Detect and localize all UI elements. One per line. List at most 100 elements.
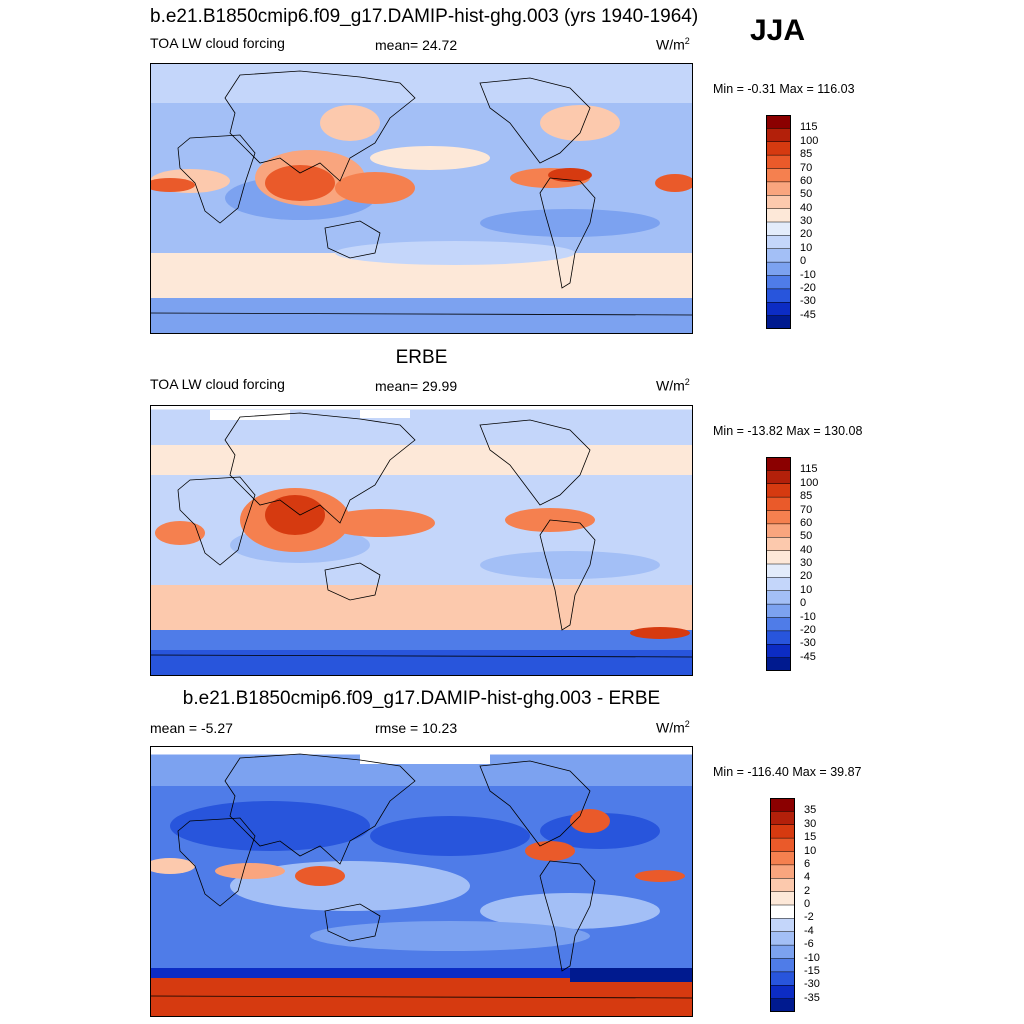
colorbar-tick-label: -10 <box>800 268 816 281</box>
colorbar-tick-label: 10 <box>800 583 813 596</box>
colorbar-swatch <box>766 644 791 658</box>
colorbar-swatch <box>766 248 791 263</box>
panel3-units: W/m2 <box>656 719 690 736</box>
colorbar-tick-label: 70 <box>800 503 813 516</box>
colorbar-tick-label: -10 <box>800 610 816 623</box>
colorbar-tick-label: 2 <box>804 884 811 897</box>
panel1-units: W/m2 <box>656 36 690 53</box>
colorbar-swatch <box>766 617 791 632</box>
colorbar-tick-label: 0 <box>800 255 807 268</box>
colorbar-tick-label: -20 <box>800 623 816 636</box>
colorbar-swatch <box>766 275 791 290</box>
colorbar-swatch <box>766 115 791 129</box>
panel2-minmax: Min = -13.82 Max = 130.08 <box>713 424 863 438</box>
colorbar-swatch <box>766 208 791 223</box>
colorbar-tick-label: 0 <box>804 898 811 910</box>
colorbar-tick-label: 20 <box>800 228 813 241</box>
colorbar-tick-label: 6 <box>804 857 811 870</box>
colorbar-tick-label: 4 <box>804 871 811 884</box>
colorbar-swatch <box>766 302 791 316</box>
colorbar-tick-label: -30 <box>804 978 820 991</box>
colorbar-swatch <box>770 811 795 826</box>
colorbar-swatch <box>770 945 795 959</box>
panel1-minmax: Min = -0.31 Max = 116.03 <box>713 82 855 96</box>
colorbar-tick-label: 30 <box>800 557 813 569</box>
colorbar-swatch <box>766 590 791 605</box>
colorbar-swatch <box>770 864 795 879</box>
colorbar-swatch <box>770 878 795 892</box>
colorbar-swatch <box>770 971 795 986</box>
panel3-rmse-label: rmse = 10.23 <box>375 720 458 736</box>
colorbar-tick-label: -2 <box>804 911 814 924</box>
colorbar-tick-label: 100 <box>800 476 819 489</box>
colorbar-swatch <box>770 798 795 812</box>
colorbar-tick-label: 100 <box>800 134 819 147</box>
colorbar-swatch <box>766 564 791 578</box>
colorbar-tick-label: 115 <box>800 121 818 134</box>
colorbar-swatch <box>766 510 791 525</box>
colorbar-swatch <box>766 523 791 538</box>
colorbar-swatch <box>766 550 791 565</box>
colorbar-tick-label: 30 <box>800 215 813 227</box>
panel2-units: W/m2 <box>656 377 690 394</box>
colorbar-tick-label: 35 <box>804 804 817 817</box>
colorbar-tick-label: 70 <box>800 161 813 174</box>
colorbar-swatch <box>770 985 795 999</box>
colorbar-swatch <box>766 470 791 485</box>
colorbar-swatch <box>766 235 791 250</box>
panel1-map <box>150 63 693 334</box>
colorbar-swatch <box>766 630 791 645</box>
colorbar-swatch <box>766 128 791 143</box>
panel1-left-label: TOA LW cloud forcing <box>150 35 285 51</box>
colorbar-tick-label: -20 <box>800 281 816 294</box>
colorbar-swatch <box>770 958 795 973</box>
colorbar-tick-label: 10 <box>800 241 813 254</box>
colorbar-tick-label: 60 <box>800 174 813 187</box>
colorbar-swatch <box>766 181 791 196</box>
colorbar-swatch <box>766 657 791 671</box>
panel3-minmax: Min = -116.40 Max = 39.87 <box>713 765 862 779</box>
season-label: JJA <box>750 14 806 47</box>
colorbar-swatch <box>770 918 795 933</box>
colorbar-swatch <box>766 195 791 209</box>
colorbar-swatch <box>770 851 795 866</box>
colorbar-tick-label: 50 <box>800 188 813 201</box>
panel3-colorbar: 35 30 15 10 6 4 2 0 -2 -4 -6 -10 -15 -30 -35 <box>770 798 850 1012</box>
colorbar-tick-label: -15 <box>804 964 820 977</box>
colorbar-tick-label: -45 <box>800 650 816 663</box>
colorbar-swatch <box>766 483 791 498</box>
colorbar-tick-label: -10 <box>804 951 820 964</box>
colorbar-tick-label: 10 <box>804 844 817 857</box>
colorbar-swatch <box>766 604 791 618</box>
colorbar-tick-label: 60 <box>800 516 813 529</box>
colorbar-swatch <box>766 577 791 592</box>
colorbar-swatch <box>766 497 791 511</box>
colorbar-tick-label: -30 <box>800 637 816 650</box>
colorbar-tick-label: 85 <box>800 490 813 503</box>
colorbar-tick-label: 115 <box>800 463 818 476</box>
colorbar-swatch <box>766 315 791 329</box>
colorbar-tick-label: 20 <box>800 570 813 583</box>
colorbar-tick-label: -4 <box>804 924 814 937</box>
colorbar-tick-label: 40 <box>800 543 813 556</box>
colorbar-swatch <box>766 155 791 169</box>
colorbar-swatch <box>770 931 795 946</box>
colorbar-tick-label: -30 <box>800 295 816 308</box>
colorbar-swatch <box>766 168 791 183</box>
colorbar-swatch <box>770 998 795 1012</box>
colorbar-swatch <box>770 905 795 919</box>
panel1-colorbar: 115 100 85 70 60 50 40 30 20 10 0 -10 -20 -30 -45 <box>766 115 846 329</box>
colorbar-swatch <box>766 457 791 471</box>
colorbar-tick-label: 15 <box>804 831 817 844</box>
colorbar-tick-label: -45 <box>800 308 816 321</box>
panel2-map <box>150 405 693 676</box>
panel3-mean-label: mean = -5.27 <box>150 720 233 736</box>
colorbar-swatch <box>770 891 795 906</box>
colorbar-tick-label: -6 <box>804 938 814 951</box>
colorbar-swatch <box>766 288 791 303</box>
colorbar-tick-label: 85 <box>800 148 813 161</box>
panel2-mean-label: mean= 29.99 <box>375 378 458 394</box>
panel3-title: b.e21.B1850cmip6.f09_g17.DAMIP-hist-ghg.… <box>182 688 661 709</box>
colorbar-border <box>770 798 795 1012</box>
colorbar-tick-label: -35 <box>804 991 820 1004</box>
